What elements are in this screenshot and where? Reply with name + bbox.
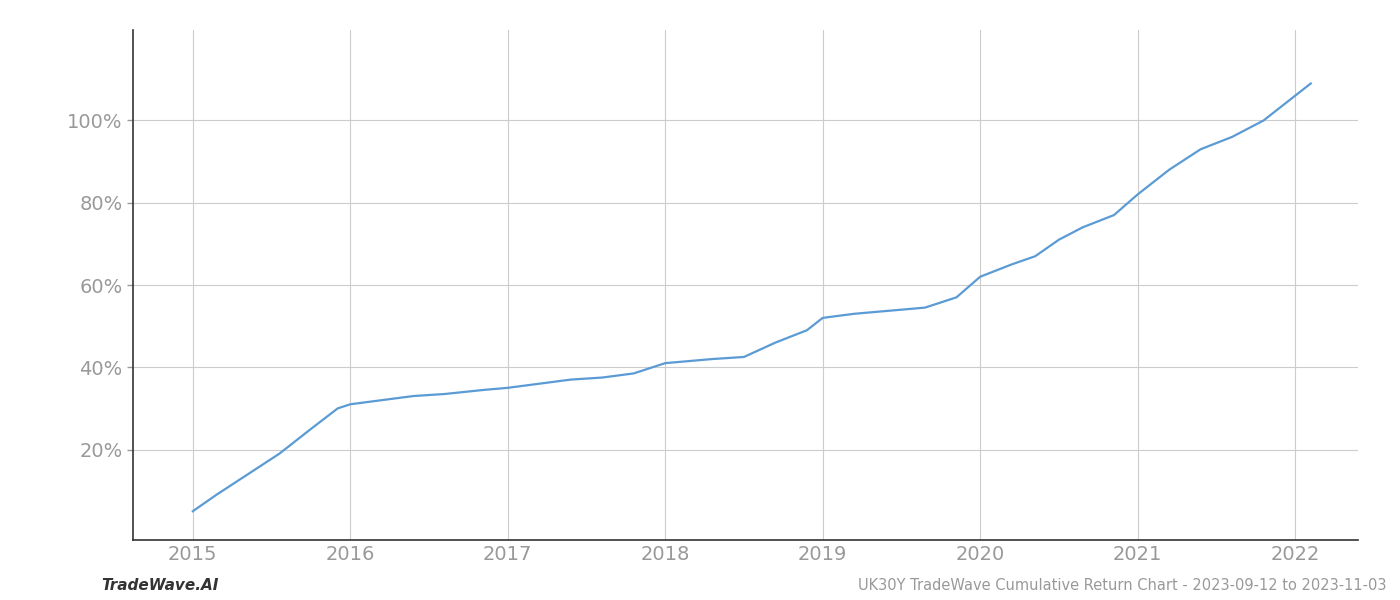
Text: TradeWave.AI: TradeWave.AI <box>101 578 218 593</box>
Text: UK30Y TradeWave Cumulative Return Chart - 2023-09-12 to 2023-11-03: UK30Y TradeWave Cumulative Return Chart … <box>857 578 1386 593</box>
